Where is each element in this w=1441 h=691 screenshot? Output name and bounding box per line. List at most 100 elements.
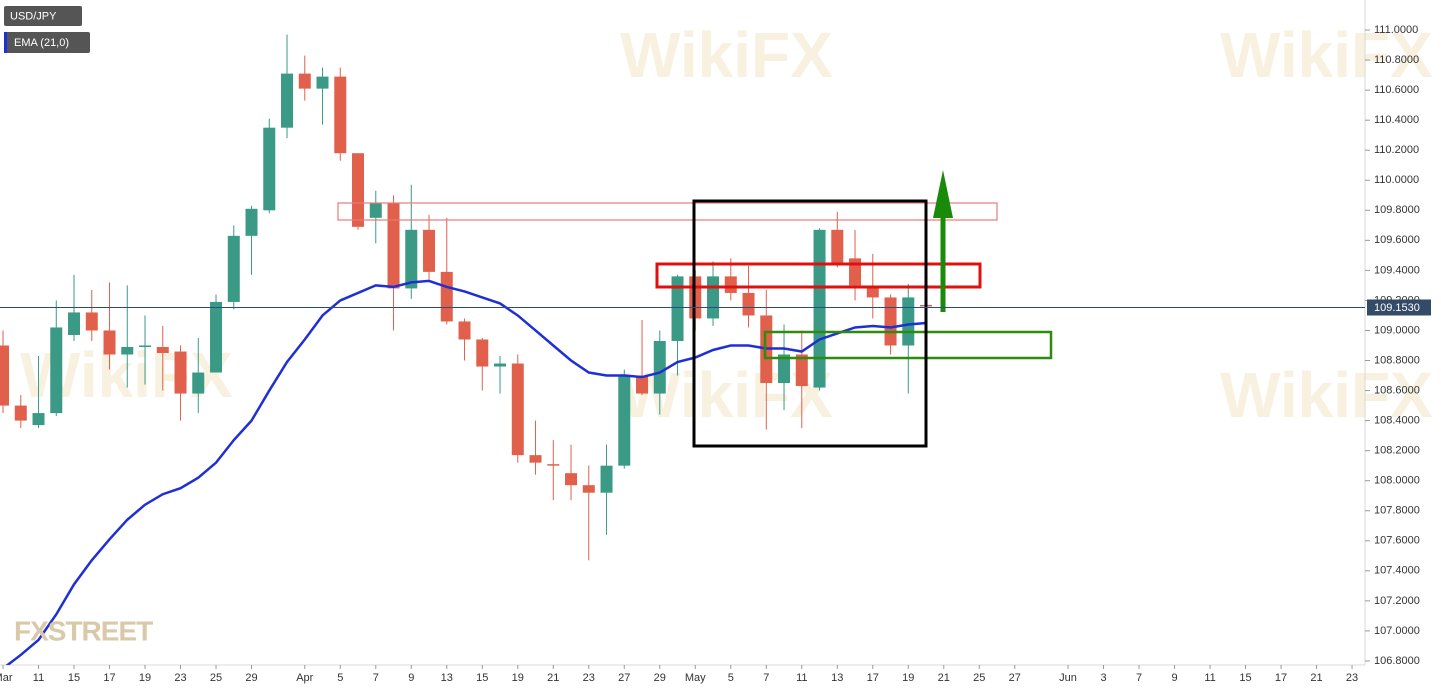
candle-body — [884, 297, 897, 346]
candle-body — [352, 153, 365, 227]
y-tick-label: 110.0000 — [1374, 174, 1419, 186]
watermark: WikiFX — [1220, 359, 1433, 431]
x-tick-label: 19 — [139, 672, 151, 684]
watermarks: WikiFX WikiFX WikiFX WikiFX WikiFX — [20, 19, 1433, 431]
candle-body — [316, 76, 329, 89]
x-tick-label: 3 — [1100, 672, 1106, 684]
candle-body — [68, 312, 81, 335]
watermark: WikiFX — [1220, 19, 1433, 91]
candle-body — [742, 292, 755, 316]
candle-body — [511, 363, 524, 456]
x-tick-label: 17 — [1275, 672, 1287, 684]
resistance-zone — [337, 202, 998, 221]
legend-box — [4, 32, 90, 53]
legend-box — [4, 6, 82, 26]
candle-body — [778, 354, 791, 384]
candle-body — [387, 202, 400, 289]
candle-body — [14, 405, 27, 421]
candle-body — [369, 202, 382, 218]
plot — [0, 34, 933, 665]
x-tick-label: 11 — [33, 672, 44, 684]
resistance-box — [655, 262, 982, 289]
x-tick-label: 13 — [831, 672, 843, 684]
x-tick-label: 11 — [1204, 672, 1215, 684]
candle-body — [795, 354, 808, 387]
x-tick-label: 11 — [796, 672, 807, 684]
candle-body — [405, 229, 418, 289]
candle-body — [32, 413, 45, 426]
y-tick-label: 111.0000 — [1374, 24, 1418, 36]
candle-body — [849, 258, 862, 286]
y-tick-label: 110.2000 — [1374, 144, 1419, 156]
x-tick-label: 17 — [103, 672, 115, 684]
y-tick-label: 107.2000 — [1374, 595, 1420, 607]
candle-body — [156, 346, 169, 354]
candle-body — [174, 351, 187, 394]
x-tick-label: 21 — [547, 672, 559, 684]
x-tick-label: 23 — [1346, 672, 1358, 684]
y-tick-label: 106.8000 — [1374, 655, 1420, 667]
candle-body — [227, 235, 240, 302]
candle-body — [707, 276, 720, 319]
candle-body — [458, 321, 471, 340]
range-box — [692, 199, 928, 448]
y-tick-label: 107.4000 — [1374, 565, 1420, 577]
ema-line — [5, 279, 927, 665]
legend-label: USD/JPY — [10, 10, 57, 22]
candle-body — [334, 76, 347, 154]
y-tick-label: 109.4000 — [1374, 264, 1420, 276]
x-tick-label: 29 — [654, 672, 666, 684]
x-tick-label: 27 — [1009, 672, 1021, 684]
y-tick-label: 109.0000 — [1374, 324, 1420, 336]
x-tick-label: 19 — [512, 672, 524, 684]
last-price-label: 109.1530 — [1374, 302, 1420, 314]
candle-body — [263, 127, 276, 211]
x-tick-label: Apr — [296, 672, 313, 684]
y-tick-label: 107.8000 — [1374, 505, 1420, 517]
y-tick-label: 109.6000 — [1374, 234, 1420, 246]
candle-body — [121, 346, 134, 355]
candle-body — [298, 73, 311, 89]
candle-body — [653, 340, 666, 394]
x-tick-label: 27 — [618, 672, 630, 684]
arrow-head — [933, 170, 953, 218]
candle-body — [245, 208, 258, 236]
legend-label: EMA (21,0) — [14, 37, 69, 49]
candle-body — [866, 286, 879, 298]
y-tick-label: 110.4000 — [1374, 114, 1419, 126]
y-tick-label: 108.6000 — [1374, 384, 1420, 396]
y-tick-label: 108.4000 — [1374, 415, 1420, 427]
legend-swatch — [4, 32, 7, 53]
x-tick-label: 15 — [476, 672, 488, 684]
candle-body — [50, 327, 63, 414]
x-tick-label: 29 — [245, 672, 257, 684]
candle-body — [671, 276, 684, 341]
candle-body — [600, 465, 613, 493]
candle-body — [529, 455, 542, 463]
candle-body — [902, 297, 915, 346]
x-tick-label: 15 — [1239, 672, 1251, 684]
x-tick-label: 25 — [973, 672, 985, 684]
candle-body — [85, 312, 98, 331]
x-tick-label: 25 — [210, 672, 222, 684]
candle-body — [547, 464, 560, 466]
candle-body — [636, 375, 649, 394]
candle-body — [831, 229, 844, 265]
y-tick-label: 107.6000 — [1374, 535, 1420, 547]
y-tick-label: 107.0000 — [1374, 625, 1420, 637]
x-tick-label: 19 — [902, 672, 914, 684]
x-tick-label: 5 — [337, 672, 343, 684]
watermark: WikiFX — [620, 19, 833, 91]
candle-body — [423, 229, 436, 272]
support-box — [763, 330, 1053, 360]
candle-body — [139, 345, 152, 347]
candle-body — [813, 229, 826, 388]
x-tick-label: 15 — [68, 672, 80, 684]
candle-body — [582, 485, 595, 493]
x-tick-label: 21 — [938, 672, 950, 684]
last-price-box — [1367, 299, 1431, 316]
x-tick-label: 9 — [408, 672, 414, 684]
x-tick-label: Jun — [1059, 672, 1077, 684]
candle-body — [565, 473, 578, 486]
